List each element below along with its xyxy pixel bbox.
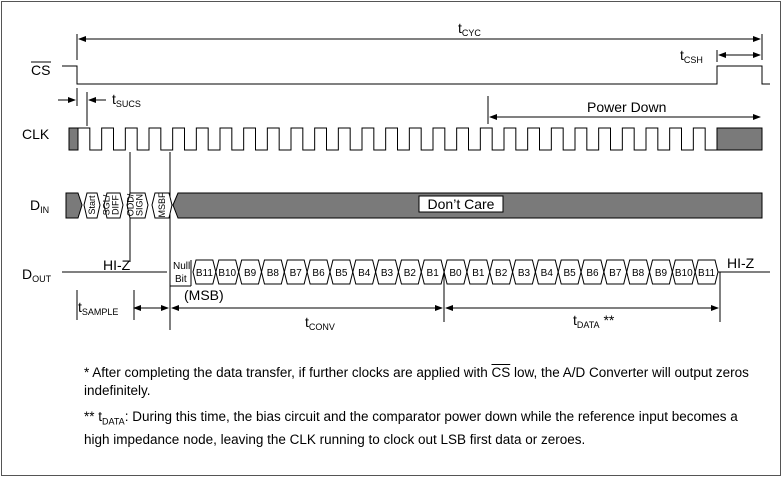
t-sucs-label: tSUCS [112,91,141,109]
t-csh-label: tCSH [680,47,703,65]
t-cyc-dimension: tCYC [76,20,763,60]
t-sample-label: tSAMPLE [78,299,118,317]
t-cyc-label: tCYC [458,20,481,38]
dout-bit-label: B7 [290,268,303,279]
null-bit-label-2: Bit [175,274,187,285]
msb-label: (MSB) [184,287,224,303]
dout-bit-label: B8 [632,268,645,279]
dout-bit-label: B2 [495,268,508,279]
dout-bit-label: B1 [472,268,485,279]
dout-bit-label: B0 [449,268,462,279]
note-2-sub: DATA [102,416,125,427]
clk-signal: CLK [22,126,763,151]
note-2: ** tDATA: During this time, the bias cir… [84,408,764,449]
dout-bit-label: B9 [244,268,257,279]
dout-bit-label: B1 [427,268,440,279]
t-data-label: tDATA ** [573,312,615,330]
din-bit-label: ODD/ [126,193,136,216]
din-signal: DIN Start SGL/DIFF ODD/SIGN MSBF Don’t Care [30,192,763,219]
dout-bit-label: B5 [564,268,577,279]
dout-bit-label: B2 [404,268,417,279]
din-bit-label: DIFF [111,195,121,215]
dout-label: DOUT [22,266,52,284]
cs-signal: CS [31,61,770,85]
dont-care-box [418,195,504,213]
clk-gray-end [716,127,763,151]
note-2-star: ** t [84,409,103,424]
timing-diagram: tCYC tCSH CS tSUCS Power Down CLK DIN [22,20,770,332]
din-bit-cell [103,192,124,219]
note-1: * After completing the data transfer, if… [84,364,764,400]
hiz-right-label: HI-Z [727,255,755,271]
hiz-left-label: HI-Z [103,257,131,273]
dout-bit-label: B11 [698,268,715,279]
clk-label: CLK [22,126,50,142]
t-conv-dimension: tCONV [171,272,445,332]
note-2-text: : During this time, the bias circuit and… [84,409,738,447]
dout-bit-label: B4 [358,268,371,279]
din-label: DIN [30,197,49,215]
din-bit-cell [83,192,101,219]
dout-bit-label: B4 [541,268,554,279]
null-bit-label-1: Null [173,261,190,272]
cs-label: CS [31,62,50,78]
din-bit-label: MSBF [157,192,167,218]
clk-gray-start [68,127,79,151]
dout-bit-label: B5 [335,268,348,279]
t-csh-dimension: tCSH [680,47,761,65]
din-bit-cell [151,192,173,219]
din-bit-label: SIGN [135,194,145,216]
t-sample-dimension: tSAMPLE [76,290,169,320]
t-conv-label: tCONV [305,314,335,332]
dout-bit-label: B6 [312,268,325,279]
power-down-dimension: Power Down [487,96,761,124]
note-1-cs: CS [491,365,511,380]
dout-bit-label: B10 [218,268,236,279]
dout-bit-label: B3 [518,268,531,279]
t-sucs-dimension: tSUCS [58,88,141,126]
t-data-dimension: tDATA ** [445,272,721,330]
dout-bit-label: B7 [609,268,622,279]
dout-signal: DOUT HI-Z Null Bit (MSB) B11 B10 B9 B8 B7 B6 B… [22,255,770,303]
din-bit-label: Start [87,195,97,215]
dout-bit-label: B11 [196,268,213,279]
dont-care-label: Don’t Care [428,196,495,212]
note-1-text-a: * After completing the data transfer, if… [84,365,492,380]
power-down-label: Power Down [587,99,666,115]
dout-bit-label: B3 [381,268,394,279]
din-bit-cell [126,192,149,219]
dout-bit-label: B6 [586,268,599,279]
note-1-text-b: low, the A/D Converter will output zeros… [84,365,749,398]
dout-bit-label: B10 [675,268,693,279]
din-bit-label: SGL/ [102,194,112,215]
dout-bit-label: B9 [655,268,668,279]
dout-bit-label: B8 [267,268,280,279]
